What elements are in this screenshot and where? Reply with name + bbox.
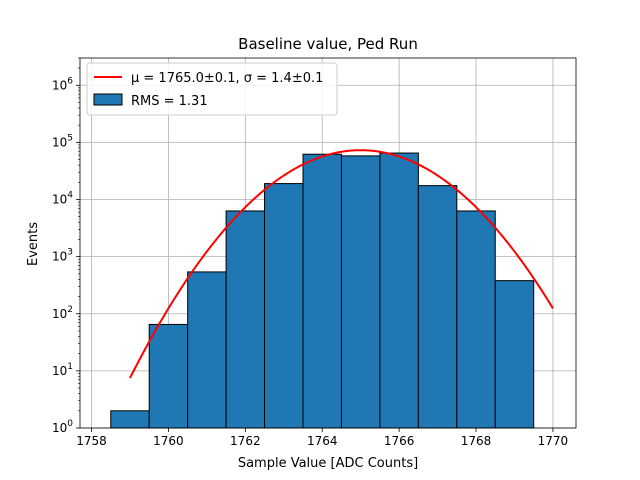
legend-histogram-label: RMS = 1.31 (131, 94, 208, 109)
axis-ticks: 1758 1760 1762 1764 1766 1768 1770 100 101 102 103… (52, 57, 569, 448)
x-tick-label: 1758 (76, 434, 107, 448)
y-tick-label: 103 (52, 248, 73, 264)
x-tick-label: 1770 (538, 434, 569, 448)
histogram-bar (148, 323, 189, 429)
histogram-bar (456, 210, 496, 429)
y-tick-label: 102 (52, 305, 73, 321)
x-tick-label: 1760 (153, 434, 184, 448)
histogram-bar (225, 210, 266, 429)
x-tick-label: 1766 (384, 434, 415, 448)
y-tick-label: 100 (52, 419, 73, 435)
histogram-bar (417, 185, 458, 429)
x-tick-label: 1762 (230, 434, 261, 448)
y-tick-label: 105 (52, 133, 73, 149)
histogram-bar (110, 410, 150, 429)
x-tick-label: 1768 (461, 434, 492, 448)
plot-area-frame (79, 57, 577, 429)
x-axis-label: Sample Value [ADC Counts] (238, 456, 418, 471)
legend-histogram-swatch (93, 93, 123, 106)
chart-title: Baseline value, Ped Run (238, 35, 418, 53)
histogram-bar (264, 183, 304, 429)
y-tick-label: 104 (52, 191, 73, 207)
x-tick-label: 1764 (307, 434, 338, 448)
histogram-bar (340, 155, 381, 429)
histogram-bar (302, 153, 342, 429)
gaussian-fit-curve (129, 149, 554, 379)
y-tick-label: 101 (52, 362, 73, 378)
y-axis-label: Events (26, 222, 41, 266)
histogram-bars (110, 152, 535, 429)
histogram-bar (187, 271, 227, 429)
y-tick-label: 106 (52, 76, 73, 92)
legend-fit-label: μ = 1765.0±0.1, σ = 1.4±0.1 (131, 71, 323, 86)
histogram-bar (379, 152, 419, 429)
legend-box (86, 62, 338, 116)
histogram-bar (494, 280, 535, 429)
legend: μ = 1765.0±0.1, σ = 1.4±0.1 RMS = 1.31 (86, 62, 338, 116)
